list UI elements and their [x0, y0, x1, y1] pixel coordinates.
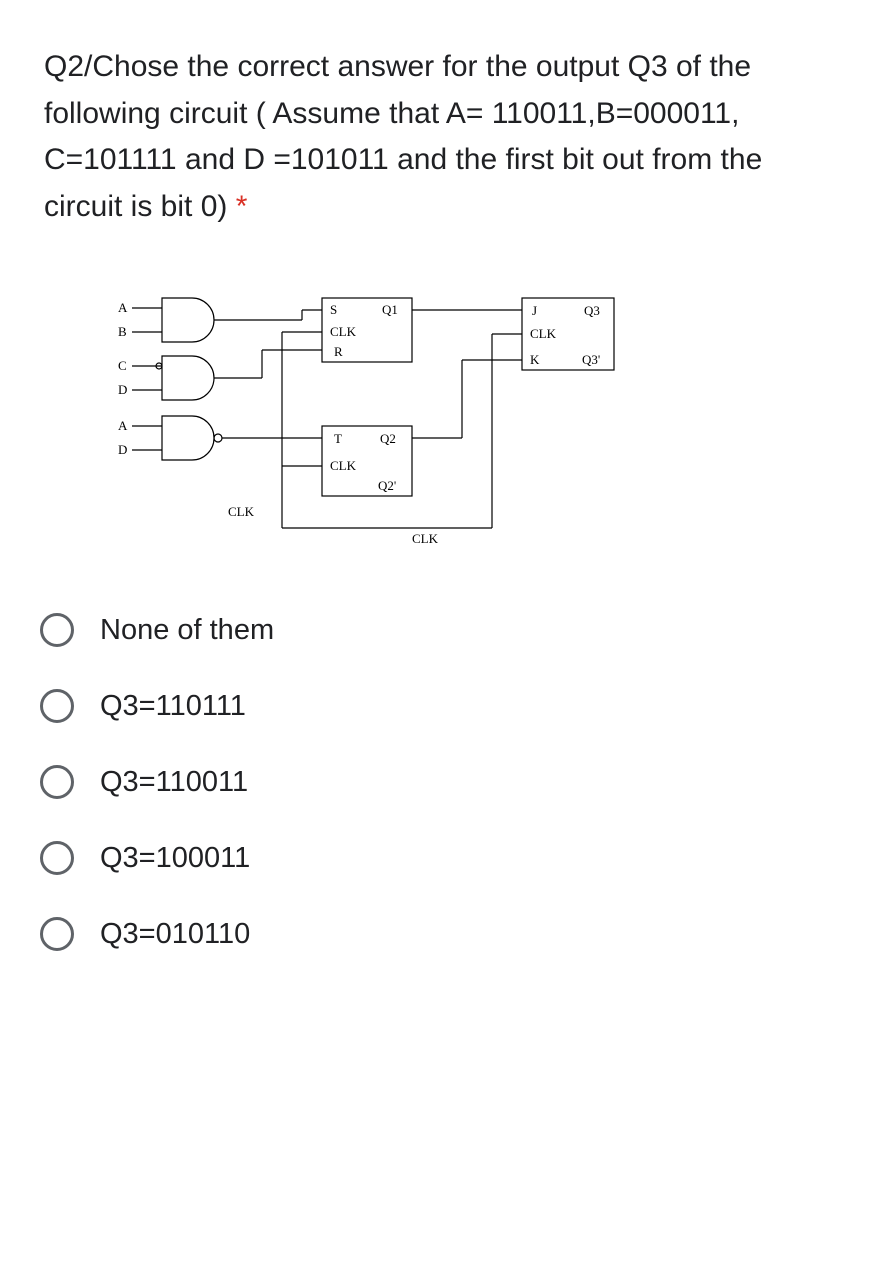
options-list: None of them Q3=110111 Q3=110011 Q3=1000… — [40, 613, 826, 951]
gate-3: A D — [118, 416, 322, 460]
radio-icon — [40, 841, 74, 875]
ff3-j: J — [532, 303, 537, 318]
circuit-svg: A B C D — [112, 288, 672, 548]
gate-1: A B — [118, 298, 322, 342]
ff2-q2: Q2 — [380, 431, 396, 446]
circuit-diagram: A B C D — [112, 288, 826, 553]
ff3-clk: CLK — [530, 326, 557, 341]
ff1-clk: CLK — [330, 324, 357, 339]
question-text: Q2/Chose the correct answer for the outp… — [44, 44, 826, 230]
gate-2: C D — [118, 350, 322, 400]
gate3-input-d: D — [118, 442, 127, 457]
gate1-input-b: B — [118, 324, 127, 339]
clk-bus: CLK CLK — [228, 504, 492, 546]
option-label: None of them — [100, 614, 274, 647]
gate3-input-a: A — [118, 418, 128, 433]
gate2-input-d: D — [118, 382, 127, 397]
option-label: Q3=100011 — [100, 842, 250, 875]
option-label: Q3=110111 — [100, 690, 246, 723]
radio-icon — [40, 613, 74, 647]
flipflop-t: T Q2 CLK Q2' — [282, 360, 522, 496]
ff3-q3p: Q3' — [582, 352, 600, 367]
question-body: Q2/Chose the correct answer for the outp… — [44, 50, 762, 223]
option-100011[interactable]: Q3=100011 — [40, 841, 826, 875]
radio-icon — [40, 689, 74, 723]
ff1-s: S — [330, 302, 337, 317]
ff2-q2p: Q2' — [378, 478, 396, 493]
ff1-q1: Q1 — [382, 302, 398, 317]
ff2-t: T — [334, 431, 342, 446]
gate1-input-a: A — [118, 300, 128, 315]
ff3-k: K — [530, 352, 540, 367]
option-110011[interactable]: Q3=110011 — [40, 765, 826, 799]
option-label: Q3=110011 — [100, 766, 248, 799]
required-star: * — [236, 190, 248, 223]
ff3-q3: Q3 — [584, 303, 600, 318]
ff1-r: R — [334, 344, 343, 359]
option-label: Q3=010110 — [100, 918, 250, 951]
option-none[interactable]: None of them — [40, 613, 826, 647]
clk-label-bottom: CLK — [412, 531, 439, 546]
radio-icon — [40, 765, 74, 799]
radio-icon — [40, 917, 74, 951]
gate2-input-c: C — [118, 358, 127, 373]
clk-label-left: CLK — [228, 504, 255, 519]
option-110111[interactable]: Q3=110111 — [40, 689, 826, 723]
flipflop-sr: S Q1 CLK R — [282, 298, 522, 518]
option-010110[interactable]: Q3=010110 — [40, 917, 826, 951]
ff2-clk: CLK — [330, 458, 357, 473]
flipflop-jk: J Q3 CLK K Q3' — [492, 298, 614, 528]
